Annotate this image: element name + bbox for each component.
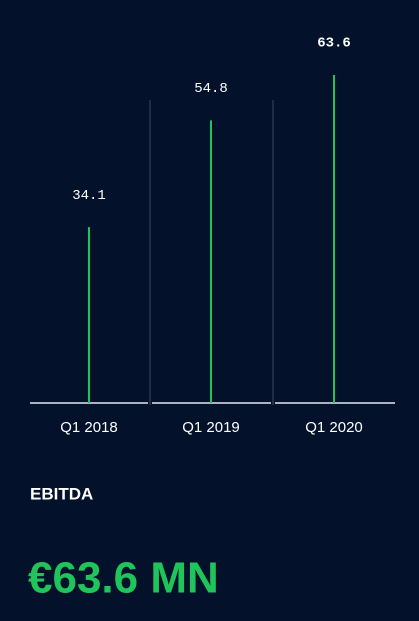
x-tick-label: Q1 2020 xyxy=(305,419,363,436)
headline-value: €63.6 MN xyxy=(28,554,219,603)
x-tick-label: Q1 2019 xyxy=(182,419,240,436)
x-tick-label: Q1 2018 xyxy=(60,419,118,436)
value-label: 34.1 xyxy=(72,188,106,204)
value-label: 63.6 xyxy=(317,36,351,52)
metric-label: EBITDA xyxy=(30,484,93,503)
value-label: 54.8 xyxy=(194,81,228,97)
